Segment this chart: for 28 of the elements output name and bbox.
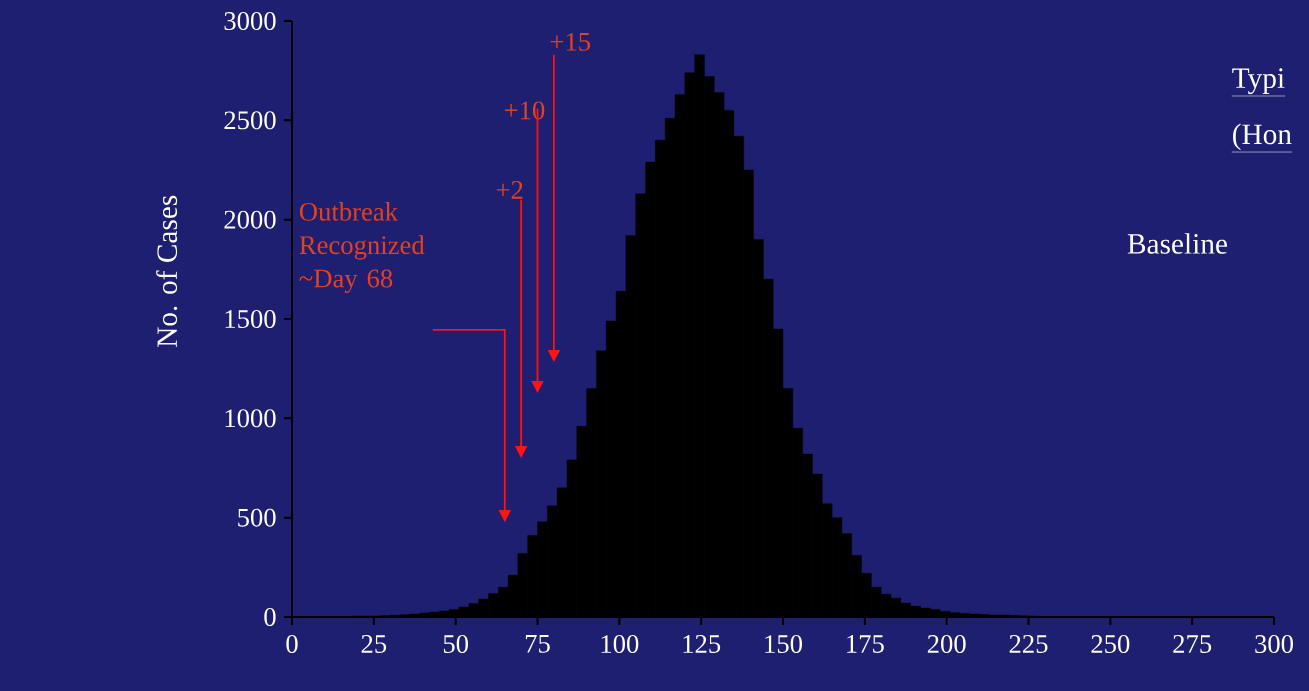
y-tick-label: 1000 (225, 409, 276, 428)
x-tick-label: 25 (361, 635, 387, 653)
x-tick-label: 225 (1009, 635, 1048, 653)
annotation: +10 (504, 101, 545, 120)
annotation: Baseline (1127, 233, 1227, 254)
x-tick-label: 250 (1091, 635, 1130, 654)
annotation: (Hon (1233, 123, 1292, 151)
x-tick-label: 175 (847, 635, 884, 653)
x-tick-label: 75 (525, 635, 550, 653)
y-tick-label: 1500 (225, 309, 276, 328)
x-tick-label: 300 (1255, 635, 1293, 654)
x-tick-label: 150 (765, 635, 802, 654)
x-tick-label: 200 (927, 635, 966, 654)
y-axis-title: No. of Cases (156, 195, 178, 348)
y-tick-label: 0 (264, 607, 276, 626)
y-tick-label: 2500 (224, 111, 276, 130)
y-tick-label: 3000 (224, 12, 276, 30)
x-tick-label: 50 (443, 635, 468, 654)
x-tick-label: 125 (683, 635, 721, 653)
annotation: +2 (496, 181, 523, 199)
annotation: Outbreak Recognized ~Day 68 (299, 202, 425, 293)
x-tick-label: 100 (601, 635, 639, 654)
annotation: +15 (550, 32, 591, 51)
y-tick-label: 500 (238, 508, 276, 527)
x-tick-label: 275 (1173, 635, 1212, 653)
x-tick-label: 0 (286, 635, 298, 654)
annotation: Typi (1232, 68, 1285, 95)
y-tick-label: 2000 (224, 210, 276, 229)
